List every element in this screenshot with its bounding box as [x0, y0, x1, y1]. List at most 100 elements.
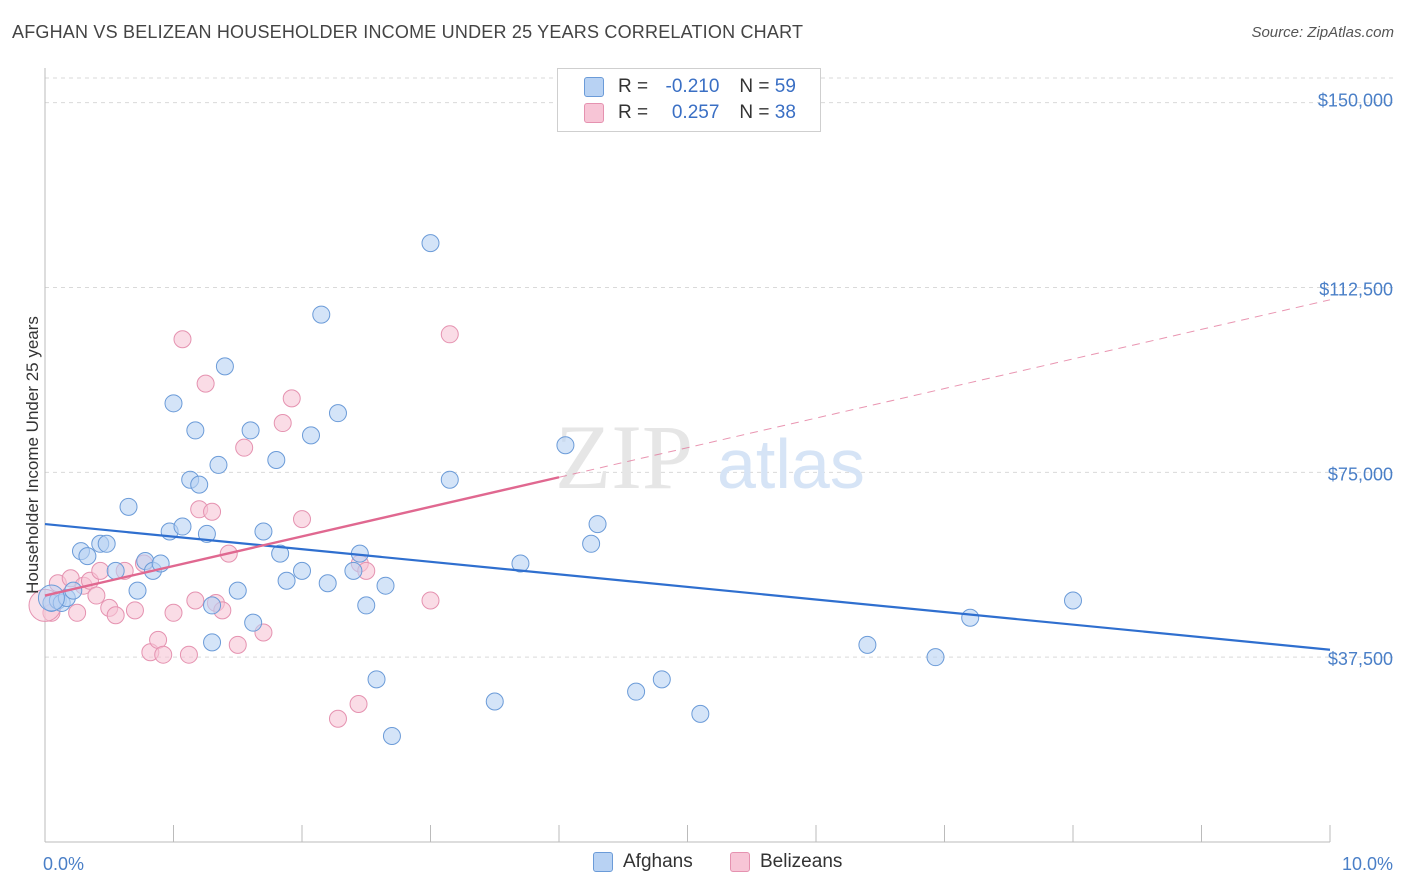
- series-afghans: [37, 234, 1082, 746]
- afghans-point: [271, 544, 290, 563]
- afghans-point: [328, 404, 347, 423]
- belizeans-point: [349, 694, 368, 713]
- belizeans-point: [273, 414, 292, 433]
- afghans-point: [440, 470, 459, 489]
- belizeans-point: [125, 601, 144, 620]
- legend-item-belizeans[interactable]: Belizeans: [730, 851, 842, 873]
- afghans-legend-swatch: [593, 852, 613, 872]
- afghans-point: [344, 561, 363, 580]
- afghans-point: [1064, 591, 1082, 610]
- belizeans-point: [235, 438, 254, 457]
- belizeans-swatch: [584, 103, 604, 123]
- series-belizeans: [28, 325, 459, 728]
- belizeans-point: [228, 635, 247, 654]
- belizeans-point: [328, 709, 347, 728]
- afghans-point: [421, 234, 440, 253]
- legend-item-afghans[interactable]: Afghans: [593, 851, 693, 873]
- chart-source: Source: ZipAtlas.com: [1251, 24, 1394, 41]
- afghans-point: [254, 522, 273, 541]
- afghans-point: [858, 635, 877, 654]
- belizeans-point: [164, 603, 183, 622]
- belizeans-point: [87, 586, 106, 605]
- y-tick-label: $150,000: [1318, 91, 1393, 111]
- belizeans-point: [154, 645, 173, 664]
- afghans-point: [197, 524, 216, 543]
- afghans-point: [312, 305, 331, 324]
- belizeans-point: [196, 374, 215, 393]
- belizeans-point: [421, 591, 440, 610]
- afghans-point: [215, 357, 234, 376]
- afghans-point: [241, 421, 260, 440]
- afghans-trendline: [44, 522, 1331, 651]
- afghans-point: [186, 421, 205, 440]
- series-legend: Afghans Belizeans: [0, 851, 1406, 879]
- afghans-point: [382, 727, 401, 746]
- afghans-point: [627, 682, 646, 701]
- belizeans-point: [68, 603, 87, 622]
- watermark-zip: ZIP: [555, 406, 693, 508]
- afghans-point: [203, 596, 222, 615]
- afghans-point: [926, 648, 945, 667]
- afghans-point: [511, 554, 530, 573]
- afghans-point: [277, 571, 296, 590]
- legend-r-label: R =: [618, 76, 649, 97]
- correlation-legend: R = -0.210 N = 59 R = 0.257 N = 38: [557, 68, 821, 132]
- watermark-atlas: atlas: [717, 425, 865, 503]
- afghans-point: [376, 576, 395, 595]
- belizeans-point: [282, 389, 301, 408]
- afghans-point: [78, 547, 97, 566]
- afghans-point: [190, 475, 209, 494]
- y-tick-label: $75,000: [1328, 464, 1393, 484]
- legend-n-label: N =: [739, 76, 770, 97]
- legend-n-value: 38: [774, 102, 796, 123]
- afghans-point: [119, 497, 138, 516]
- belizeans-trendline: [44, 476, 560, 597]
- trendlines: [44, 299, 1331, 651]
- afghans-legend-label: Afghans: [623, 851, 693, 872]
- belizeans-point: [179, 645, 198, 664]
- afghans-point: [582, 534, 601, 553]
- afghans-point: [244, 613, 263, 632]
- afghans-point: [173, 517, 192, 536]
- legend-row-afghans: R = -0.210 N = 59: [584, 75, 796, 99]
- afghans-point: [301, 426, 320, 445]
- afghans-point: [652, 670, 671, 689]
- afghans-point: [588, 515, 607, 534]
- legend-r-label: R =: [618, 102, 649, 123]
- afghans-point: [37, 584, 65, 612]
- afghans-point: [128, 581, 147, 600]
- legend-r-value: -0.210: [665, 76, 720, 97]
- afghans-point: [164, 394, 183, 413]
- afghans-point: [293, 561, 311, 580]
- belizeans-point: [293, 510, 311, 529]
- afghans-point: [203, 633, 222, 652]
- x-tick-label: 0.0%: [43, 854, 84, 874]
- belizeans-point: [203, 502, 222, 521]
- belizeans-point: [173, 330, 192, 349]
- belizeans-point: [440, 325, 459, 344]
- x-tick-label: 10.0%: [1342, 854, 1393, 874]
- y-axis-title: Householder Income Under 25 years: [23, 316, 42, 594]
- belizeans-point: [186, 591, 205, 610]
- afghans-point: [961, 608, 980, 627]
- legend-n-label: N =: [739, 102, 770, 123]
- belizeans-legend-label: Belizeans: [760, 851, 843, 872]
- grid: [45, 77, 1395, 658]
- belizeans-trendline-extension: [558, 299, 1331, 478]
- tick-labels: $37,500 $75,000 $112,500 $150,000 0.0% 10.0%: [43, 91, 1393, 874]
- afghans-point: [209, 455, 228, 474]
- afghans-point: [267, 451, 286, 469]
- y-tick-label: $37,500: [1328, 649, 1393, 669]
- afghans-point: [367, 670, 386, 689]
- chart-title: AFGHAN VS BELIZEAN HOUSEHOLDER INCOME UN…: [12, 22, 804, 42]
- y-tick-label: $112,500: [1319, 279, 1393, 299]
- afghans-point: [228, 581, 247, 600]
- belizeans-point: [106, 606, 125, 625]
- afghans-point: [318, 574, 337, 593]
- afghans-point: [556, 436, 575, 455]
- legend-r-value: 0.257: [671, 102, 720, 123]
- afghans-point: [691, 704, 710, 723]
- axes: [44, 68, 1331, 843]
- watermark: ZIP atlas: [555, 406, 865, 508]
